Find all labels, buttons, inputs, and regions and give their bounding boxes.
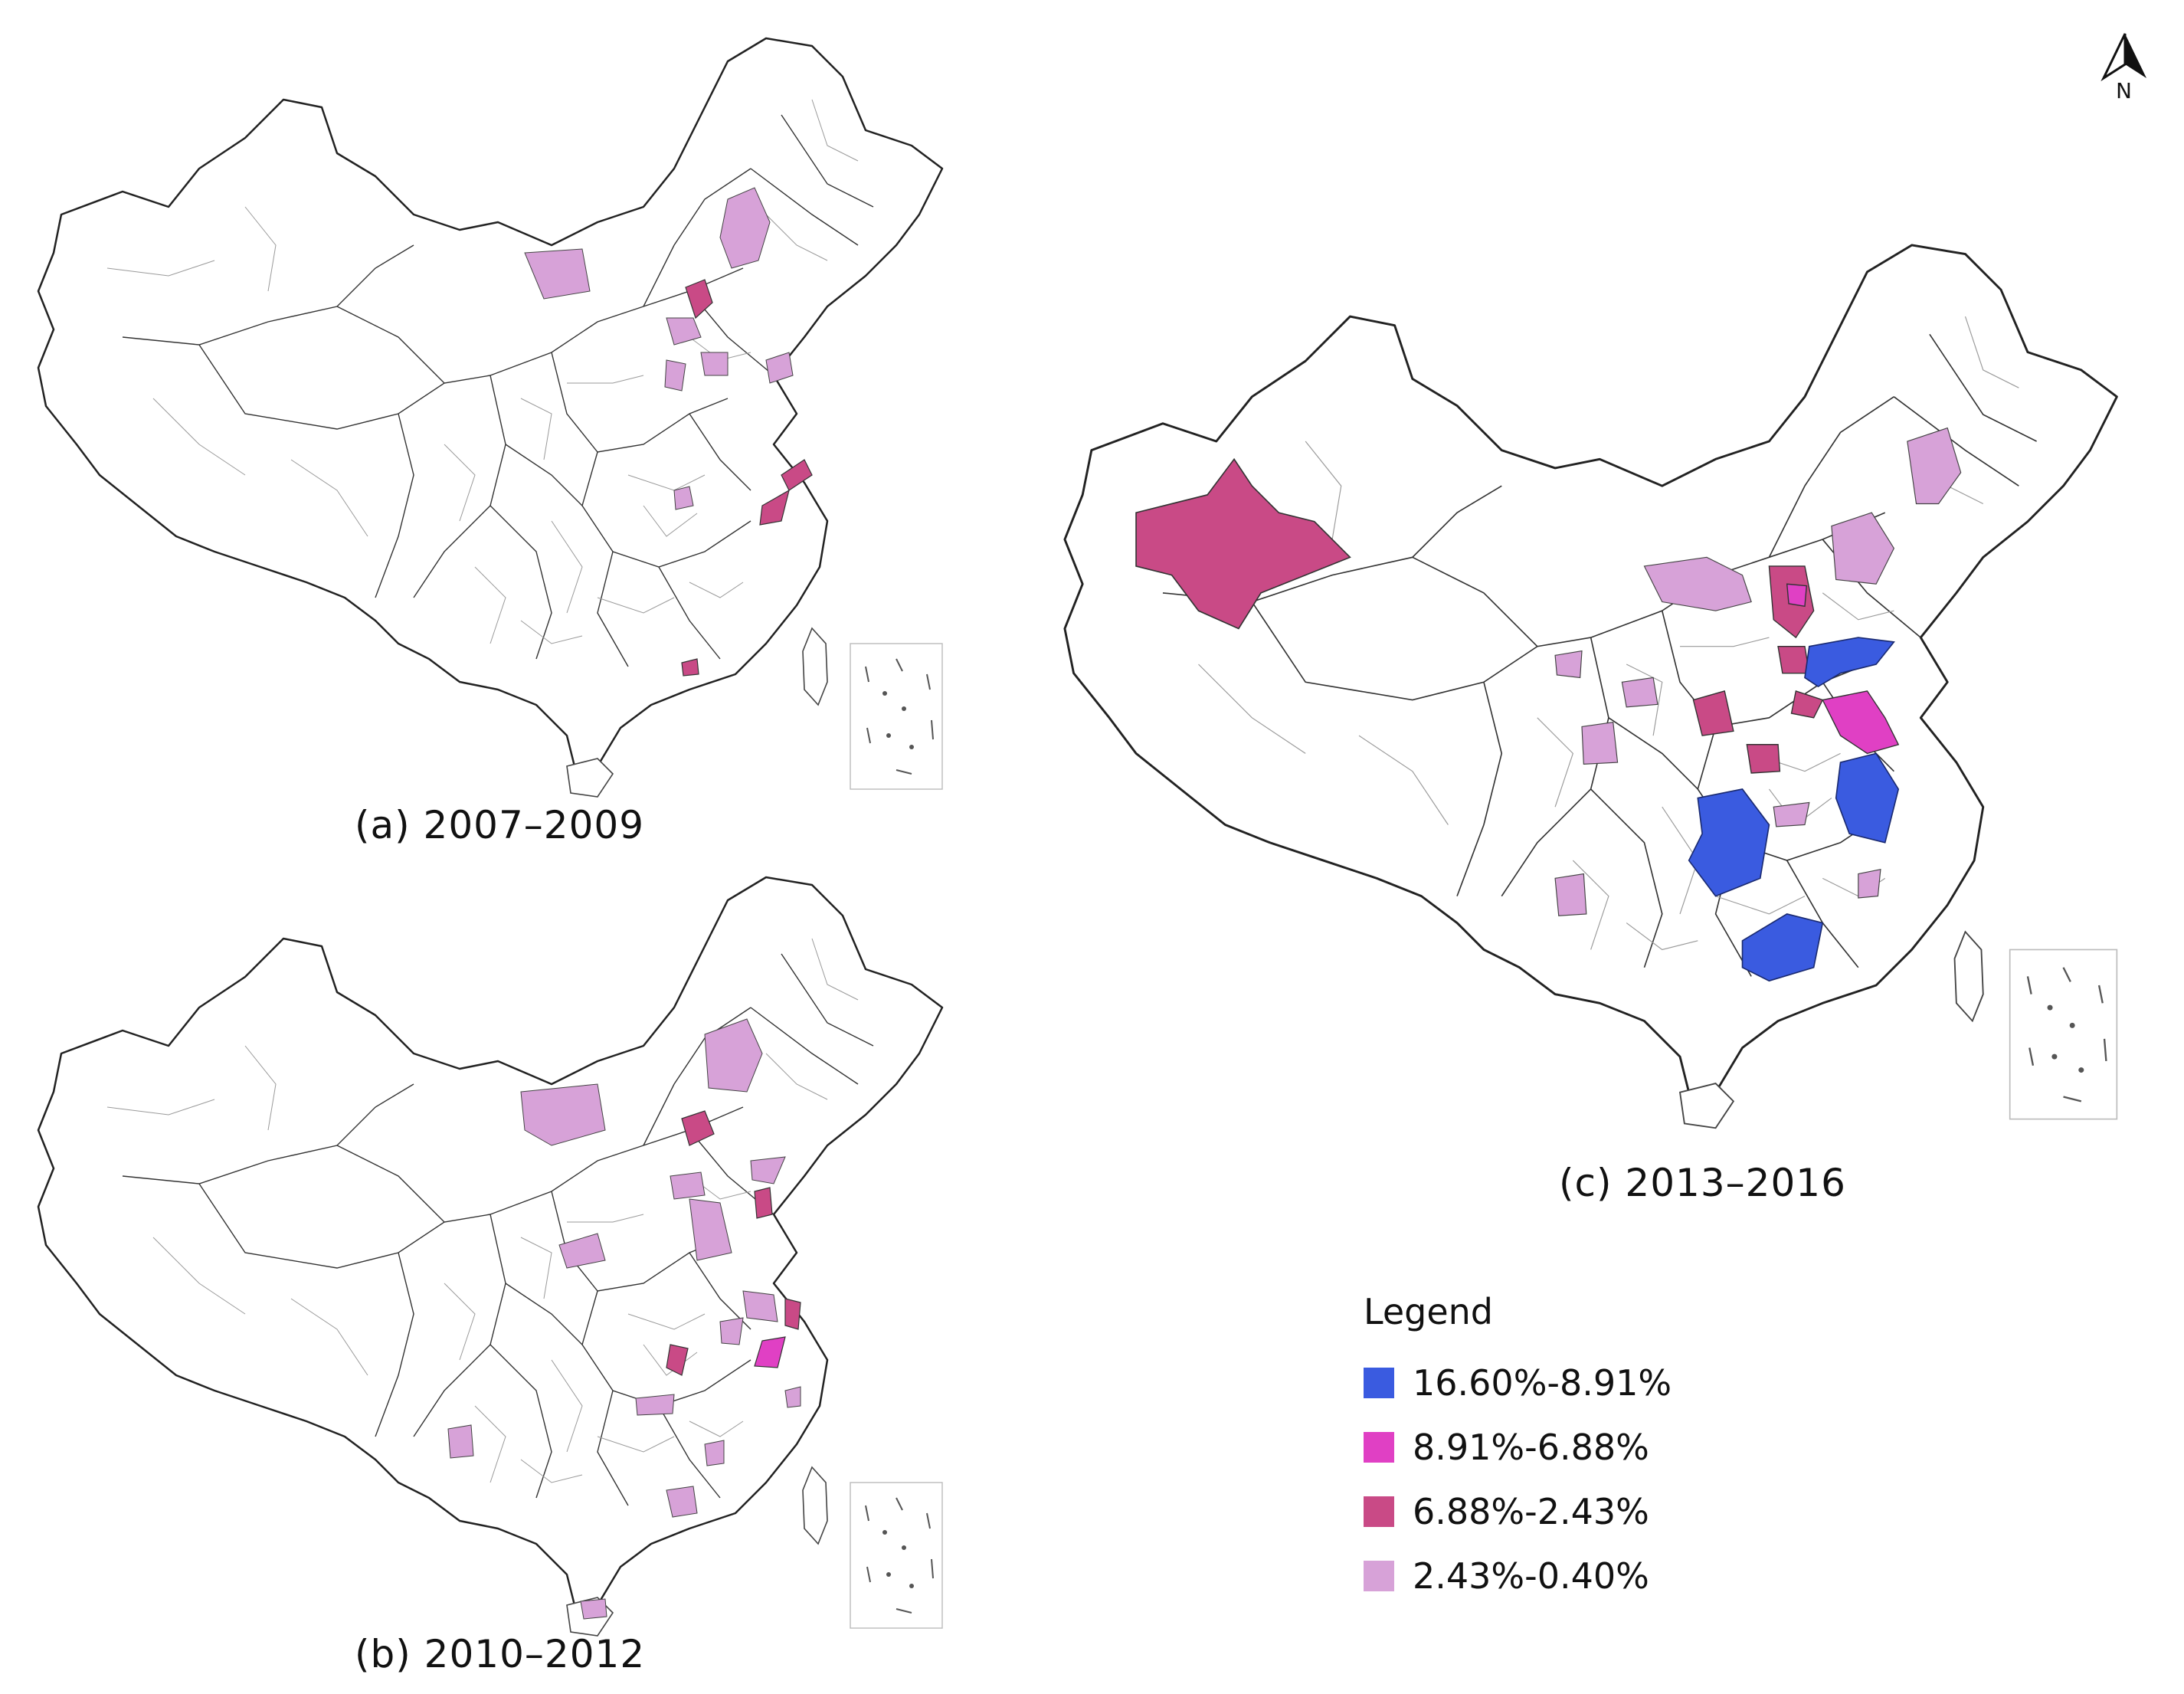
region [1790,690,1824,719]
region [719,187,771,269]
region [666,1486,698,1518]
region [784,1298,801,1330]
region [1554,650,1583,679]
region [1835,752,1900,844]
legend-item: 16.60%-8.91% [1364,1351,1900,1415]
caption-c: (c) 2013–2016 [1559,1161,1846,1205]
region [1773,801,1810,827]
map-b-regions [447,1018,801,1620]
map-a-regions [524,187,813,677]
caption-b: (b) 2010–2012 [355,1632,646,1676]
region [1135,457,1351,630]
legend-swatch [1364,1561,1394,1591]
region [681,1110,715,1146]
region [784,1386,801,1408]
north-arrow-icon [2101,33,2146,82]
region [1907,427,1962,505]
region [447,1424,474,1459]
north-label: N [2116,78,2132,103]
region [1692,690,1734,736]
region [524,248,591,300]
map-b [37,876,944,1637]
legend-item: 2.43%-0.40% [1364,1544,1900,1608]
region [664,359,686,392]
region [1786,583,1808,608]
legend-label: 16.60%-8.91% [1413,1362,1672,1404]
region [754,1336,786,1368]
caption-a: (a) 2007–2009 [355,803,645,847]
region [670,1171,706,1200]
region [666,317,702,346]
map-panel-b [15,854,950,1637]
region [1643,556,1752,611]
region [666,1344,689,1376]
legend-label: 8.91%-6.88% [1413,1427,1649,1468]
legend: Legend 16.60%-8.91% 8.91%-6.88% 6.88%-2.… [1364,1291,1900,1608]
map-a [37,37,944,798]
region [689,1198,732,1261]
region [681,658,699,677]
region [704,1018,763,1093]
legend-label: 2.43%-0.40% [1413,1555,1649,1597]
region [1746,744,1781,774]
region [704,1440,725,1466]
map-c-regions [1135,427,1962,982]
region [781,459,813,491]
region [1831,512,1895,585]
legend-swatch [1364,1368,1394,1398]
legend-item: 8.91%-6.88% [1364,1415,1900,1479]
legend-swatch [1364,1496,1394,1527]
region [520,1083,606,1146]
region [1741,913,1824,982]
region [673,486,694,510]
region [558,1233,606,1269]
region [1822,690,1900,755]
region [754,1187,773,1219]
region [685,279,713,319]
legend-swatch [1364,1432,1394,1463]
region [742,1290,778,1322]
region [700,352,729,376]
region [765,352,794,384]
legend-item: 6.88%-2.43% [1364,1479,1900,1544]
region [635,1394,675,1416]
region [1581,721,1619,765]
region [1858,868,1881,899]
region [1777,646,1810,674]
map-panel-c [1038,218,2126,1129]
region [719,1317,744,1345]
legend-title: Legend [1364,1291,1493,1332]
region [759,489,790,526]
legend-label: 6.88%-2.43% [1413,1491,1649,1532]
region [750,1156,786,1184]
region [1554,873,1587,916]
region [1621,677,1658,708]
region [1688,788,1770,897]
region [580,1598,607,1620]
region [1804,637,1895,688]
map-panel-a [15,15,950,798]
map-c [1063,244,2118,1129]
